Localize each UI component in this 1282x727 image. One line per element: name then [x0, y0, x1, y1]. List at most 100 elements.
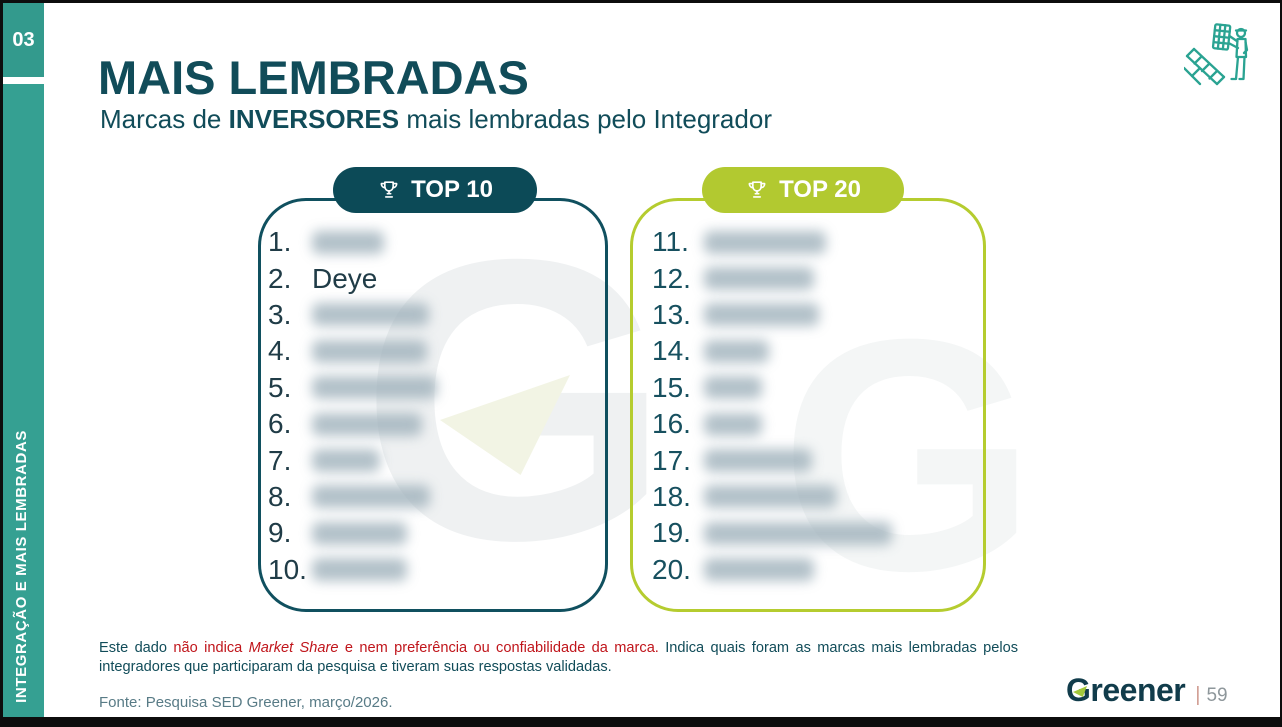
brand-label	[704, 267, 814, 291]
rank-label: 7.	[268, 444, 292, 476]
list-item: 8.	[268, 479, 437, 515]
redacted-brand	[312, 558, 407, 582]
footer-logo-block: Greener | 59	[1066, 672, 1228, 709]
trophy-icon	[748, 181, 766, 198]
top10-header: TOP 10	[333, 167, 537, 213]
rank-label: 8.	[268, 480, 292, 512]
redacted-brand	[704, 303, 819, 327]
redacted-brand	[704, 558, 814, 582]
disclaimer-dark: Indica quais foram as marcas mais lembra…	[658, 640, 1018, 656]
top20-header-label: TOP 20	[779, 176, 861, 203]
brand-label	[704, 485, 837, 509]
list-item: 6.	[268, 406, 437, 442]
brand-label	[312, 339, 427, 363]
greener-logo-text: Greener	[1066, 672, 1186, 708]
redacted-brand	[704, 412, 762, 436]
brand-label	[704, 230, 826, 254]
list-item: 11.	[652, 224, 892, 260]
redacted-brand	[704, 449, 812, 473]
list-item: 4.	[268, 333, 437, 369]
disclaimer-red: e nem preferência ou confiabilidade da m…	[338, 640, 659, 656]
rank-label: 17.	[652, 444, 691, 476]
page-subtitle: Marcas de INVERSORES mais lembradas pelo…	[100, 104, 772, 135]
redacted-brand	[704, 485, 837, 509]
brand-label	[704, 558, 814, 582]
redacted-brand	[312, 485, 430, 509]
source-note: Fonte: Pesquisa SED Greener, março/2026.	[99, 694, 393, 711]
rank-label: 20.	[652, 553, 691, 585]
slide-edge	[0, 717, 1282, 727]
redacted-brand	[312, 376, 437, 400]
brand-label	[704, 376, 762, 400]
rank-label: 12.	[652, 262, 691, 294]
brand-label	[704, 303, 819, 327]
rank-label: 11.	[652, 226, 689, 258]
brand-label: Deye	[312, 262, 378, 294]
subtitle-keyword: INVERSORES	[228, 104, 400, 134]
redacted-brand	[704, 267, 814, 291]
top10-list: 1. 2. Deye 3. 4. 5. 6. 7. 8. 9. 10.	[268, 224, 437, 588]
brand-label	[312, 303, 429, 327]
list-item: 5.	[268, 370, 437, 406]
slide-edge	[1280, 0, 1282, 727]
redacted-brand	[704, 376, 762, 400]
disclaimer-dark: Este dado	[99, 640, 174, 656]
redacted-brand	[312, 521, 407, 545]
brand-label	[312, 521, 407, 545]
sidebar-bar	[3, 84, 44, 717]
brand-label	[704, 412, 762, 436]
redacted-brand	[312, 230, 384, 254]
rank-label: 15.	[652, 371, 691, 403]
list-item: 16.	[652, 406, 892, 442]
greener-logo: Greener	[1066, 672, 1186, 709]
brand-label	[704, 449, 812, 473]
brand-label	[312, 230, 384, 254]
brand-label	[312, 449, 380, 473]
rank-label: 19.	[652, 517, 691, 549]
rank-label: 2.	[268, 262, 292, 294]
brand-label	[704, 339, 769, 363]
list-item: 13.	[652, 297, 892, 333]
subtitle-suffix: mais lembradas pelo Integrador	[399, 104, 772, 134]
slide-edge	[0, 0, 1282, 3]
page-number: 59	[1206, 685, 1228, 706]
list-item: 14.	[652, 333, 892, 369]
list-item: 7.	[268, 442, 437, 478]
sidebar-label: INTEGRAÇÃO E MAIS LEMBRADAS	[13, 430, 30, 703]
list-item: 17.	[652, 442, 892, 478]
disclaimer-line2: integradores que participaram da pesquis…	[99, 659, 612, 675]
brand-label	[312, 376, 437, 400]
greener-arrow-icon	[1073, 686, 1087, 697]
list-item: 15.	[652, 370, 892, 406]
list-item: 20.	[652, 552, 892, 588]
section-number-badge: 03	[3, 3, 44, 77]
redacted-brand	[704, 521, 892, 545]
list-item: 1.	[268, 224, 437, 260]
disclaimer-red-italic: Market Share	[248, 640, 339, 656]
brand-label	[312, 485, 430, 509]
top20-header: TOP 20	[702, 167, 904, 213]
rank-label: 18.	[652, 480, 691, 512]
section-number: 03	[12, 28, 35, 51]
brand-label	[704, 521, 892, 545]
trophy-icon	[380, 181, 398, 198]
brand-label	[312, 558, 407, 582]
list-item: 18.	[652, 479, 892, 515]
top10-header-label: TOP 10	[411, 176, 493, 203]
list-item: 12.	[652, 260, 892, 296]
rank-label: 16.	[652, 408, 691, 440]
disclaimer-red: não indica	[173, 640, 249, 656]
brand-label	[312, 412, 422, 436]
rank-label: 1.	[268, 226, 292, 258]
page-number-divider: |	[1195, 684, 1201, 706]
rank-label: 13.	[652, 298, 691, 330]
page-title: MAIS LEMBRADAS	[98, 51, 529, 104]
redacted-brand	[312, 303, 429, 327]
solar-installer-icon	[1184, 23, 1249, 86]
list-item: 10.	[268, 552, 437, 588]
list-item: 3.	[268, 297, 437, 333]
rank-label: 3.	[268, 298, 292, 330]
watermark-g-icon: G	[780, 270, 1037, 639]
list-item: 19.	[652, 515, 892, 551]
